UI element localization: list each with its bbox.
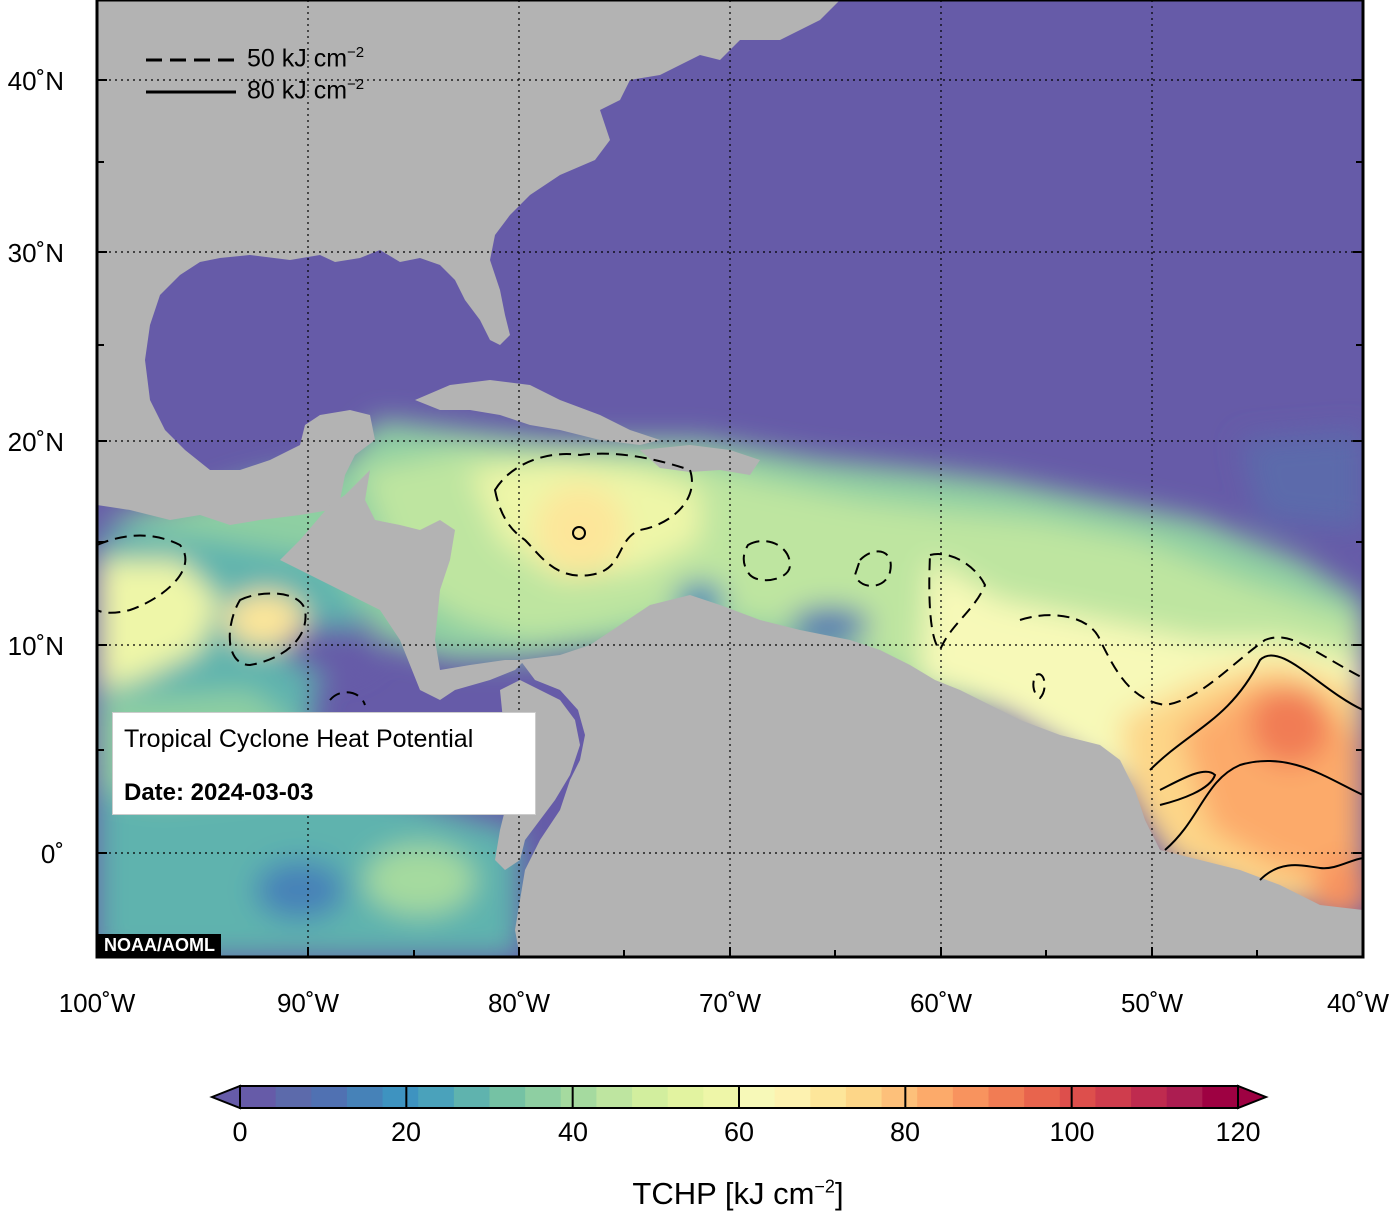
colorbar-tick-label: 80 [889, 1117, 921, 1147]
colorbar-cell [845, 1086, 883, 1108]
lat-label-10n: 10˚N [7, 631, 64, 661]
legend-solid-exp: −2 [347, 76, 365, 93]
gridlines [97, 0, 1363, 957]
colorbar-cell [1059, 1086, 1096, 1108]
land [97, 0, 1363, 957]
colorbar-cell [703, 1086, 740, 1108]
lat-label-40n: 40˚N [7, 66, 64, 96]
contour-80 [1159, 770, 1217, 806]
colorbar-cell [382, 1086, 419, 1108]
colorbar-tick-label: 40 [557, 1117, 589, 1147]
lon-label-80w: 80˚W [487, 988, 551, 1018]
colorbar-title-end: ] [834, 1176, 844, 1211]
map-area [97, 0, 1363, 957]
contour-50 [853, 550, 892, 587]
contour-50 [1019, 614, 1363, 707]
info-box: Tropical Cyclone Heat Potential Date: 20… [112, 712, 536, 815]
colorbar-cell [453, 1086, 490, 1108]
contour-80 [1149, 654, 1363, 771]
colorbar-cell [560, 1086, 597, 1108]
contour-80 [572, 526, 586, 540]
credit-label: NOAA/AOML [98, 934, 221, 956]
colorbar-cell [311, 1086, 348, 1108]
contour-50 [329, 691, 366, 706]
contour-50 [742, 540, 792, 582]
axis-ticks [97, 79, 1363, 957]
lon-label-70w: 70˚W [698, 988, 762, 1018]
lon-label-60w: 60˚W [909, 988, 973, 1018]
colorbar-cell [952, 1086, 989, 1108]
colorbar-cell [1024, 1086, 1061, 1108]
lat-label-0: 0˚ [40, 839, 64, 869]
legend-dashed-text: 50 kJ cm [247, 44, 348, 73]
colorbar-tick-label: 100 [1049, 1117, 1095, 1147]
colorbar-cell [346, 1086, 384, 1108]
contours [97, 452, 1363, 881]
colorbar-title: TCHP [kJ cm−2] [632, 1176, 843, 1212]
colorbar-cell [1131, 1086, 1168, 1108]
lon-label-90w: 90˚W [276, 988, 340, 1018]
colorbar-cell [275, 1086, 312, 1108]
colorbar-tick-label: 20 [390, 1117, 422, 1147]
colorbar-cell [1166, 1086, 1203, 1108]
colorbar-tick-label: 60 [723, 1117, 755, 1147]
colorbar-cell [596, 1086, 633, 1108]
colorbar-cell [667, 1086, 704, 1108]
colorbar-title-exp: −2 [814, 1176, 835, 1197]
legend-dashed-label: 50 kJ cm−2 [247, 44, 364, 73]
colorbar-cell [810, 1086, 847, 1108]
colorbar [240, 1086, 1239, 1108]
contour-50 [97, 534, 187, 614]
legend-solid-label: 80 kJ cm−2 [247, 76, 364, 105]
lon-label-50w: 50˚W [1120, 988, 1184, 1018]
colorbar-tick-label: 120 [1215, 1117, 1261, 1147]
colorbar-cell [489, 1086, 526, 1108]
colorbar-cell [917, 1086, 954, 1108]
colorbar-cell [1202, 1086, 1239, 1108]
lat-label-30n: 30˚N [7, 238, 64, 268]
contour-80 [1259, 857, 1363, 881]
colorbar-cell [739, 1086, 776, 1108]
colorbar-max-arrow [1237, 1084, 1269, 1110]
colorbar-ticks [239, 1086, 1239, 1108]
info-date: Date: 2024-03-03 [124, 779, 314, 806]
lon-label-40w: 40˚W [1326, 988, 1390, 1018]
lat-label-20n: 20˚N [7, 427, 64, 457]
colorbar-min-arrow [209, 1084, 241, 1110]
lon-label-100w: 100˚W [58, 988, 136, 1018]
colorbar-tick-label: 0 [232, 1117, 248, 1147]
contour-50 [228, 592, 307, 667]
colorbar-cell [240, 1086, 277, 1108]
colorbar-cell [525, 1086, 562, 1108]
colorbar-title-text: TCHP [kJ cm [632, 1176, 815, 1211]
contour-50 [1032, 673, 1046, 700]
legend-dashed-exp: −2 [347, 44, 365, 61]
colorbar-cell [1095, 1086, 1132, 1108]
contour-50 [493, 452, 693, 577]
colorbar-cell [988, 1086, 1025, 1108]
info-title: Tropical Cyclone Heat Potential [124, 725, 474, 753]
contour-80 [1164, 759, 1363, 851]
legend-solid-text: 80 kJ cm [247, 76, 348, 105]
colorbar-cell [632, 1086, 669, 1108]
colorbar-cell [881, 1086, 918, 1108]
colorbar-cell [418, 1086, 455, 1108]
colorbar-cell [774, 1086, 811, 1108]
